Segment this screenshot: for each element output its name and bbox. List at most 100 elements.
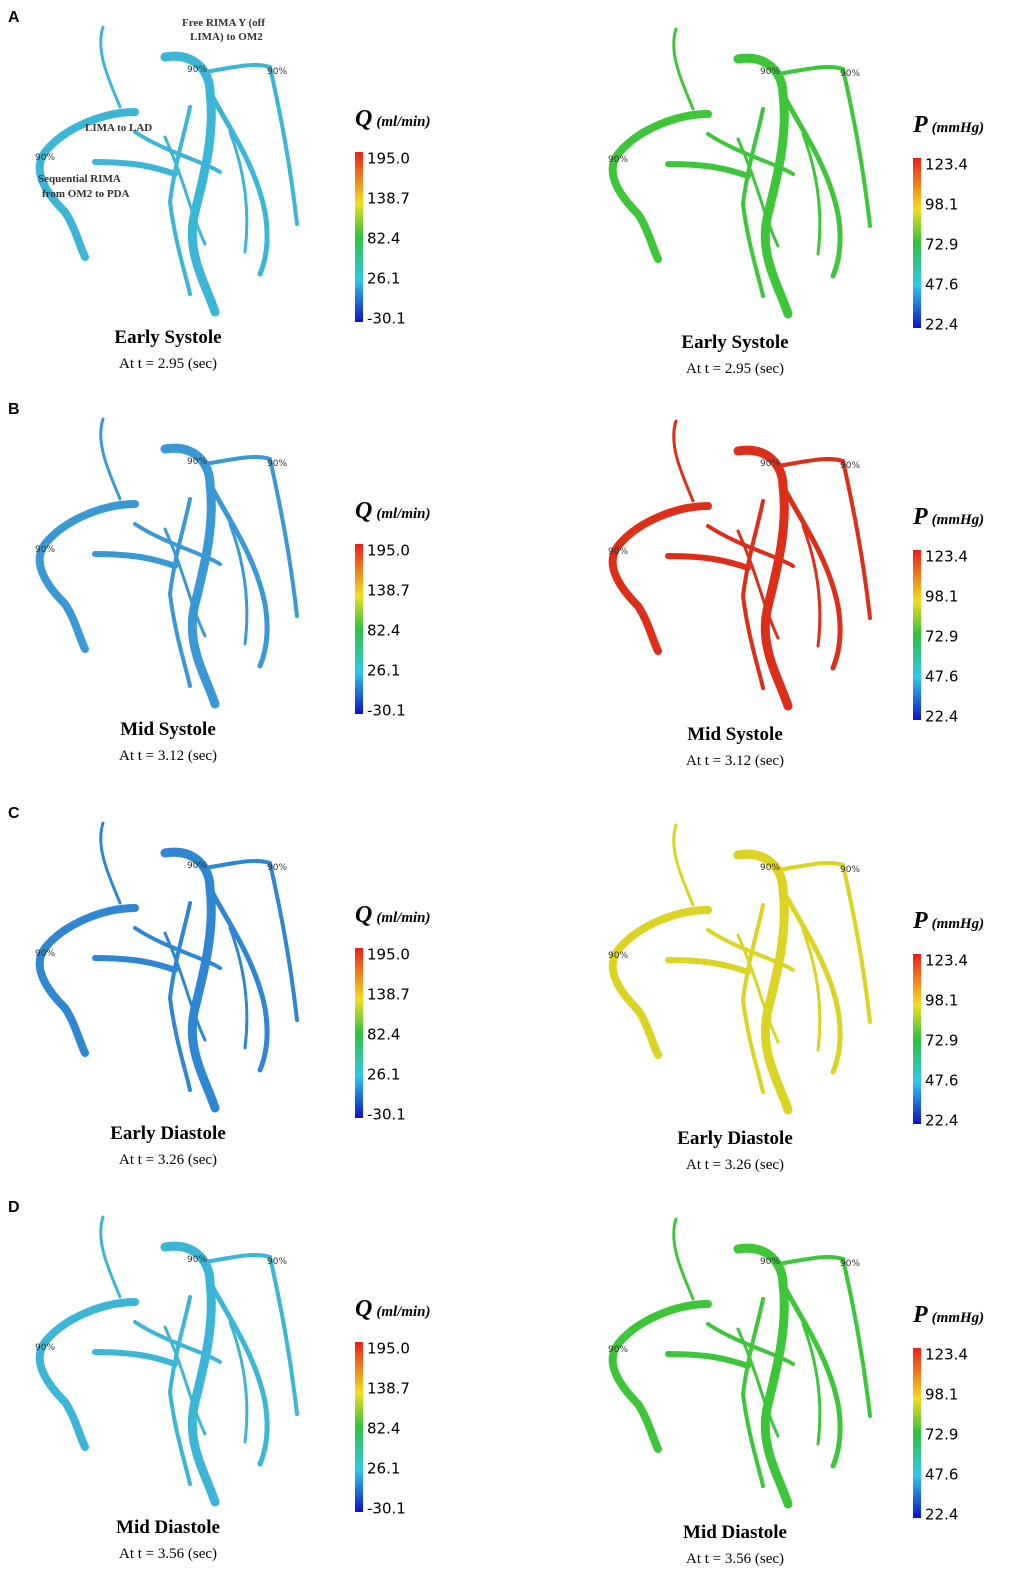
- colorbar-title: P(mmHg): [912, 504, 984, 530]
- phase-caption: Mid Diastole: [116, 1517, 220, 1538]
- panel-label: A: [8, 9, 20, 26]
- phase-caption: Mid Systole: [120, 719, 216, 740]
- colorbar-tick-label: 22.4: [925, 316, 958, 334]
- colorbar-tick-label: 72.9: [925, 628, 958, 646]
- colorbar-title: P(mmHg): [912, 112, 984, 138]
- colorbar-tick-label: 47.6: [925, 1466, 958, 1484]
- vessel: [778, 67, 870, 226]
- annotation: LIMA) to OM2: [190, 31, 263, 43]
- colorbar-tick-label: 26.1: [367, 1460, 400, 1478]
- colorbar-tick-label: 82.4: [367, 622, 400, 640]
- vessel: [783, 890, 840, 1072]
- vessel: [668, 164, 748, 176]
- colorbar-tick-label: 26.1: [367, 270, 400, 288]
- phase-caption: Mid Systole: [687, 724, 783, 745]
- stenosis-label: 90%: [187, 457, 207, 467]
- colorbar-tick-label: -30.1: [367, 702, 406, 720]
- stenosis-label: 90%: [840, 865, 860, 875]
- colorbar-tick-label: 26.1: [367, 662, 400, 680]
- colorbar-symbol: Q: [355, 106, 372, 132]
- vessel: [95, 958, 175, 970]
- vessel: [674, 825, 693, 905]
- panel: B90%90%90%90%90%90%Q(ml/min)195.0138.782…: [8, 401, 984, 769]
- colorbar: [355, 152, 363, 322]
- colorbar-tick-label: 195.0: [367, 150, 410, 168]
- vessel: [210, 1282, 267, 1464]
- vessel: [668, 1354, 748, 1366]
- colorbar-tick-label: 123.4: [925, 1346, 968, 1364]
- colorbar-title: Q(ml/min): [355, 1296, 431, 1322]
- colorbar-tick-label: 72.9: [925, 236, 958, 254]
- stenosis-label: 90%: [187, 1255, 207, 1265]
- vessel: [783, 486, 840, 668]
- stenosis-label: 90%: [35, 1343, 55, 1353]
- colorbar-tick-label: 195.0: [367, 946, 410, 964]
- colorbar-tick-label: 195.0: [367, 542, 410, 560]
- colorbar: [913, 158, 921, 328]
- colorbar-title: Q(ml/min): [355, 498, 431, 524]
- colorbar: [913, 954, 921, 1124]
- phase-caption: Mid Diastole: [683, 1522, 787, 1543]
- colorbar-tick-label: 82.4: [367, 1420, 400, 1438]
- colorbar-tick-label: 138.7: [367, 1380, 410, 1398]
- annotation: from OM2 to PDA: [42, 188, 130, 200]
- stenosis-label: 90%: [608, 951, 628, 961]
- colorbar-symbol: P: [912, 504, 928, 530]
- vessel: [778, 863, 870, 1022]
- stenosis-label: 90%: [187, 861, 207, 871]
- colorbar: [355, 1342, 363, 1512]
- vessel: [205, 861, 297, 1020]
- vessel: [783, 94, 840, 276]
- time-caption: At t = 3.12 (sec): [686, 753, 784, 769]
- colorbar-title: P(mmHg): [912, 908, 984, 934]
- vessel: [101, 27, 120, 107]
- time-caption: At t = 3.26 (sec): [686, 1157, 784, 1173]
- colorbar-tick-label: 47.6: [925, 276, 958, 294]
- colorbar-tick-label: 123.4: [925, 952, 968, 970]
- colorbar-unit: (ml/min): [376, 114, 430, 130]
- colorbar-symbol: P: [912, 1302, 928, 1328]
- vessel: [613, 506, 708, 651]
- annotation: Free RIMA Y (off: [182, 17, 265, 29]
- vessel: [613, 1304, 708, 1449]
- colorbar-tick-label: 195.0: [367, 1340, 410, 1358]
- annotations: Free RIMA Y (offLIMA) to OM2LIMA to LADS…: [38, 17, 265, 200]
- time-caption: At t = 3.12 (sec): [119, 748, 217, 764]
- colorbar-title: P(mmHg): [912, 1302, 984, 1328]
- time-caption: At t = 3.56 (sec): [119, 1546, 217, 1562]
- colorbar-unit: (mmHg): [932, 512, 985, 528]
- colorbar-tick-label: -30.1: [367, 1500, 406, 1518]
- colorbar: [913, 550, 921, 720]
- colorbar-tick-label: 22.4: [925, 1112, 958, 1130]
- colorbar-unit: (mmHg): [932, 916, 985, 932]
- vessel: [668, 960, 748, 972]
- vessel: [778, 1257, 870, 1416]
- vessel: [783, 1284, 840, 1466]
- colorbar-unit: (ml/min): [376, 506, 430, 522]
- colorbar-tick-label: 123.4: [925, 156, 968, 174]
- colorbar-tick-label: 138.7: [367, 582, 410, 600]
- colorbar-unit: (mmHg): [932, 1310, 985, 1326]
- colorbar-tick-label: 47.6: [925, 668, 958, 686]
- colorbar-unit: (ml/min): [376, 910, 430, 926]
- time-caption: At t = 2.95 (sec): [686, 361, 784, 377]
- colorbar-symbol: P: [912, 112, 928, 138]
- vessel: [101, 823, 120, 903]
- stenosis-label: 90%: [760, 1257, 780, 1267]
- vessel: [101, 1217, 120, 1297]
- colorbar-tick-label: 138.7: [367, 986, 410, 1004]
- stenosis-label: 90%: [267, 459, 287, 469]
- time-caption: At t = 3.26 (sec): [119, 1152, 217, 1168]
- colorbar-tick-label: 82.4: [367, 230, 400, 248]
- stenosis-label: 90%: [840, 1259, 860, 1269]
- stenosis-label: 90%: [760, 67, 780, 77]
- colorbar-tick-label: 26.1: [367, 1066, 400, 1084]
- colorbar: [355, 544, 363, 714]
- vessel: [101, 419, 120, 499]
- phase-caption: Early Diastole: [677, 1128, 793, 1149]
- panel-label: B: [8, 401, 20, 418]
- vessel: [210, 92, 267, 274]
- vessel: [613, 114, 708, 259]
- colorbar-symbol: P: [912, 908, 928, 934]
- stenosis-label: 90%: [840, 461, 860, 471]
